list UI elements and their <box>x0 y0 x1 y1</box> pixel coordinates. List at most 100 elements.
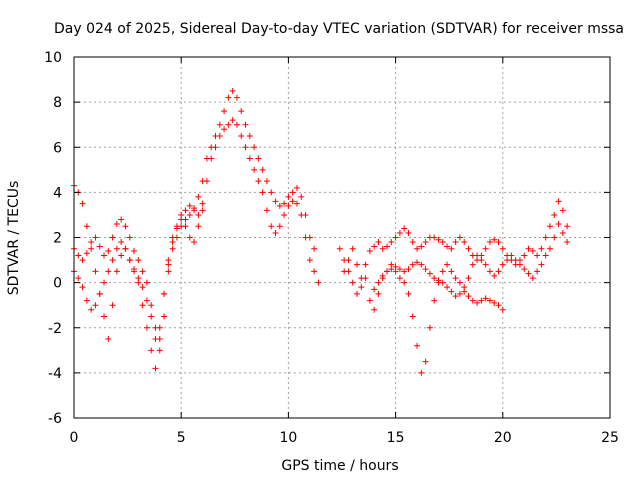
data-point <box>439 239 446 246</box>
data-point <box>555 198 562 205</box>
data-point <box>469 261 476 268</box>
data-point <box>122 245 129 252</box>
data-point <box>354 261 361 268</box>
data-point <box>422 358 429 365</box>
data-point <box>191 205 198 212</box>
data-point <box>238 132 245 139</box>
data-point <box>371 243 378 250</box>
data-point <box>559 207 566 214</box>
data-point <box>375 279 382 286</box>
data-point <box>161 290 168 297</box>
data-point <box>101 313 108 320</box>
data-point <box>448 268 455 275</box>
data-point <box>499 245 506 252</box>
data-point <box>92 234 99 241</box>
data-point <box>135 275 142 282</box>
data-point <box>542 252 549 259</box>
data-point <box>276 223 283 230</box>
data-point <box>88 306 95 313</box>
data-point <box>156 347 163 354</box>
data-point <box>401 279 408 286</box>
data-point <box>131 266 138 273</box>
data-point <box>495 239 502 246</box>
data-point <box>216 132 223 139</box>
series <box>71 87 318 354</box>
data-point <box>152 365 159 372</box>
data-point <box>448 288 455 295</box>
data-point <box>92 302 99 309</box>
data-point <box>431 234 438 241</box>
data-point <box>169 239 176 246</box>
data-point <box>79 257 86 264</box>
data-point <box>83 223 90 230</box>
data-point <box>105 248 112 255</box>
data-point <box>126 257 133 264</box>
data-point <box>285 202 292 209</box>
data-point <box>371 286 378 293</box>
data-point <box>516 261 523 268</box>
data-point <box>195 211 202 218</box>
data-point <box>293 184 300 191</box>
data-point <box>341 257 348 264</box>
data-point <box>251 166 258 173</box>
data-point <box>452 275 459 282</box>
data-point <box>388 239 395 246</box>
data-point <box>414 245 421 252</box>
data-point <box>379 245 386 252</box>
data-point <box>229 117 236 124</box>
data-point <box>551 211 558 218</box>
data-point <box>281 211 288 218</box>
data-point <box>499 261 506 268</box>
data-point <box>298 211 305 218</box>
data-point <box>435 236 442 243</box>
data-point <box>534 252 541 259</box>
data-point <box>444 243 451 250</box>
data-points <box>71 87 571 376</box>
data-point <box>255 155 262 162</box>
data-point <box>246 155 253 162</box>
data-point <box>456 234 463 241</box>
data-point <box>242 144 249 151</box>
data-point <box>486 239 493 246</box>
data-point <box>362 261 369 268</box>
data-point <box>268 189 275 196</box>
data-point <box>456 290 463 297</box>
data-point <box>546 245 553 252</box>
data-point <box>392 263 399 270</box>
y-tick-label: 8 <box>53 95 62 111</box>
data-point <box>478 297 485 304</box>
data-point <box>276 202 283 209</box>
data-point <box>409 313 416 320</box>
data-point <box>405 229 412 236</box>
data-point <box>482 261 489 268</box>
data-point <box>75 252 82 259</box>
data-point <box>366 248 373 255</box>
data-point <box>529 275 536 282</box>
data-point <box>88 239 95 246</box>
data-point <box>118 239 125 246</box>
data-point <box>491 299 498 306</box>
series <box>336 198 571 282</box>
data-point <box>491 236 498 243</box>
data-point <box>143 324 150 331</box>
data-point <box>538 245 545 252</box>
data-point <box>255 178 262 185</box>
data-point <box>109 302 116 309</box>
data-point <box>465 245 472 252</box>
data-point <box>456 279 463 286</box>
data-point <box>113 268 120 275</box>
data-point <box>358 284 365 291</box>
data-point <box>559 229 566 236</box>
data-point <box>366 297 373 304</box>
x-tick-label: 10 <box>279 430 297 446</box>
data-point <box>221 126 228 133</box>
data-point <box>482 245 489 252</box>
data-point <box>311 245 318 252</box>
data-point <box>478 257 485 264</box>
data-point <box>139 284 146 291</box>
data-point <box>298 193 305 200</box>
data-point <box>139 302 146 309</box>
y-tick-label: -4 <box>48 366 62 382</box>
data-point <box>401 268 408 275</box>
data-point <box>293 200 300 207</box>
